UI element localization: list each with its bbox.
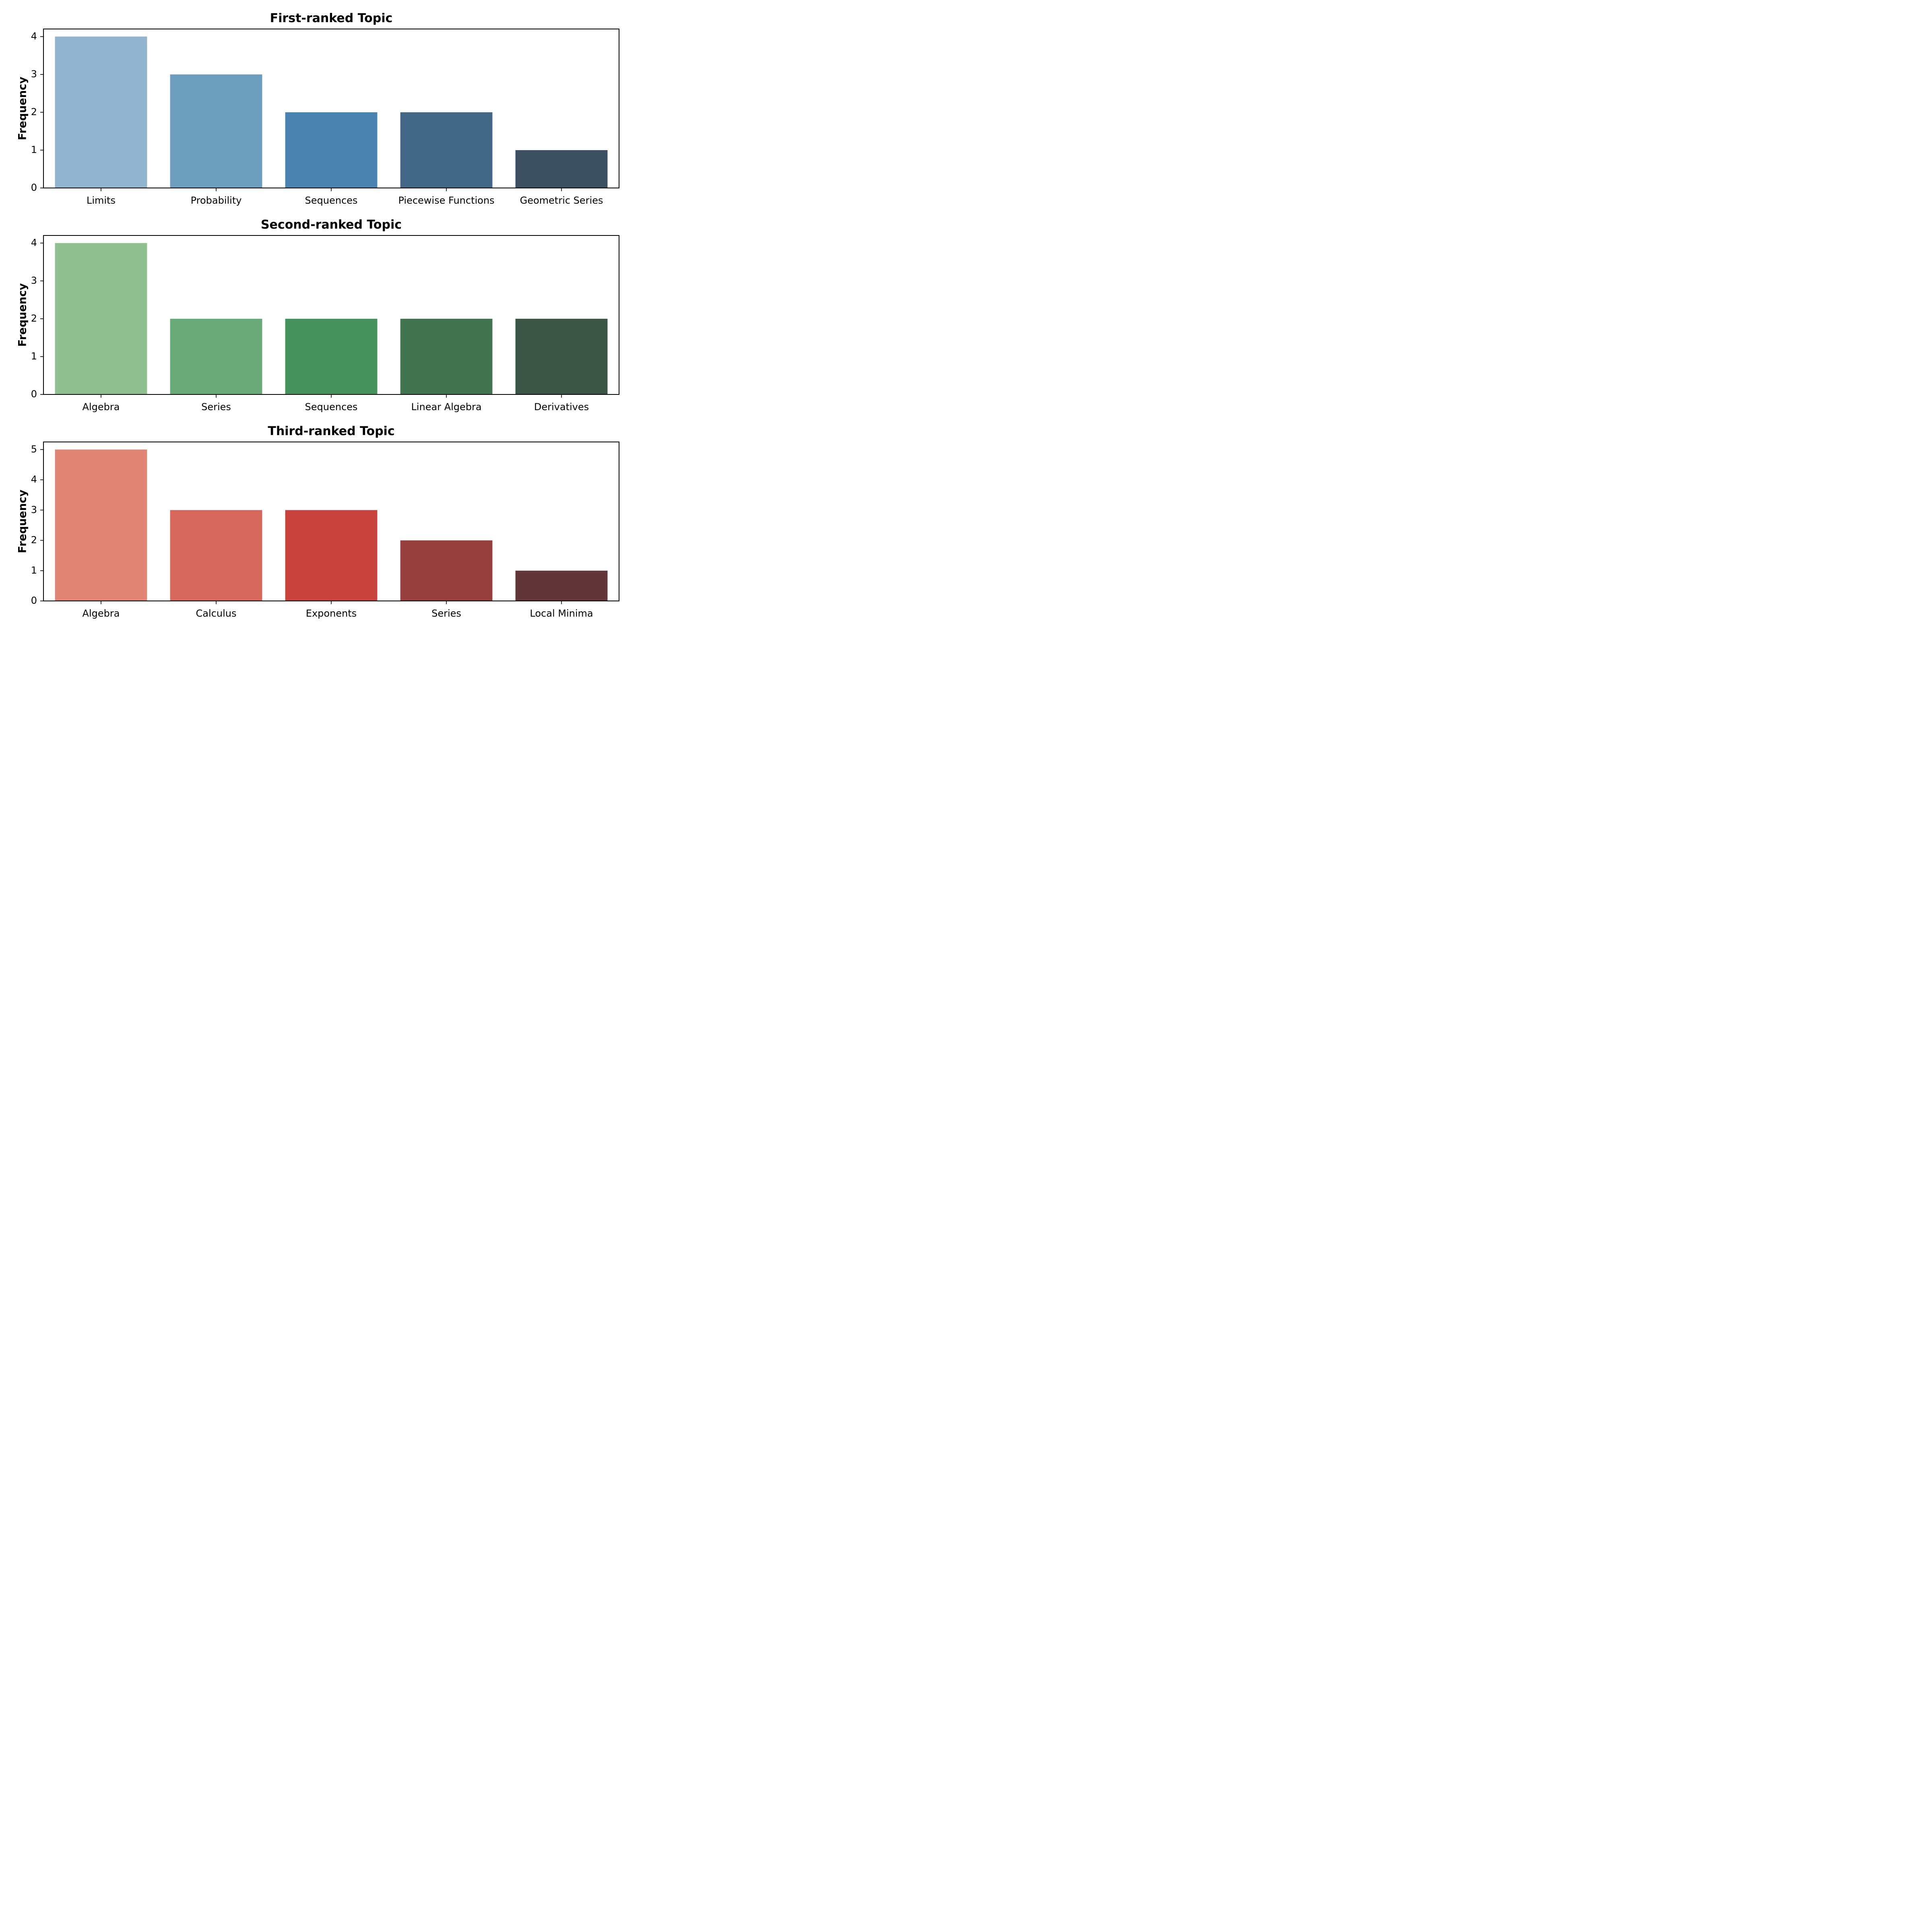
bars xyxy=(55,449,608,601)
axes-frame xyxy=(43,442,619,601)
y-tick-label: 5 xyxy=(31,444,37,455)
y-tick-label: 3 xyxy=(31,504,37,515)
chart-second-ranked-topic: Second-ranked Topic Frequency 0 1 2 3 4 Alge… xyxy=(17,218,619,413)
chart-title: First-ranked Topic xyxy=(270,11,393,25)
chart-title: Second-ranked Topic xyxy=(261,218,402,232)
y-tick-label: 3 xyxy=(31,275,37,286)
x-axis-ticks: Algebra Series Sequences Linear Algebra Deri… xyxy=(83,394,589,413)
y-axis-ticks: 0 1 2 3 4 xyxy=(31,31,43,193)
y-tick-label: 1 xyxy=(31,565,37,576)
bar xyxy=(515,318,608,394)
y-axis-label: Frequency xyxy=(17,76,29,140)
x-tick-label: Geometric Series xyxy=(520,195,603,206)
x-tick-label: Algebra xyxy=(83,401,120,413)
y-tick-label: 2 xyxy=(31,313,37,324)
y-tick-label: 2 xyxy=(31,535,37,546)
y-tick-label: 0 xyxy=(31,595,37,606)
bar xyxy=(170,74,262,188)
bar xyxy=(285,112,378,188)
x-axis-ticks: Algebra Calculus Exponents Series Local Mini… xyxy=(83,601,593,619)
bar xyxy=(515,570,608,601)
chart-title: Third-ranked Topic xyxy=(268,424,394,438)
x-tick-label: Sequences xyxy=(305,195,358,206)
bar xyxy=(400,540,493,601)
chart-third-ranked-topic: Third-ranked Topic Frequency 0 1 2 3 4 5 Alge… xyxy=(17,424,619,619)
bar xyxy=(400,318,493,394)
bar xyxy=(285,318,378,394)
bar xyxy=(170,510,262,601)
y-tick-label: 0 xyxy=(31,182,37,193)
bars xyxy=(55,36,608,188)
x-tick-label: Limits xyxy=(87,195,116,206)
bar xyxy=(55,243,147,394)
y-tick-label: 4 xyxy=(31,31,37,42)
y-tick-label: 3 xyxy=(31,68,37,80)
x-tick-label: Derivatives xyxy=(534,401,589,413)
x-tick-label: Piecewise Functions xyxy=(398,195,494,206)
x-tick-label: Series xyxy=(431,608,461,619)
bar xyxy=(515,150,608,188)
bar xyxy=(170,318,262,394)
figure: First-ranked Topic Frequency 0 1 2 3 4 Limit… xyxy=(17,11,619,619)
x-tick-label: Probability xyxy=(191,195,242,206)
y-tick-label: 2 xyxy=(31,106,37,118)
bars xyxy=(55,243,608,394)
x-axis-ticks: Limits Probability Sequences Piecewise Func… xyxy=(87,188,603,206)
y-tick-label: 1 xyxy=(31,144,37,155)
y-tick-label: 1 xyxy=(31,351,37,362)
y-tick-label: 4 xyxy=(31,237,37,248)
x-tick-label: Linear Algebra xyxy=(411,401,481,413)
bar xyxy=(55,36,147,188)
bar xyxy=(285,510,378,601)
axes-frame xyxy=(43,29,619,188)
y-tick-label: 4 xyxy=(31,474,37,485)
bar xyxy=(55,449,147,601)
y-axis-ticks: 0 1 2 3 4 xyxy=(31,237,43,400)
y-axis-label: Frequency xyxy=(17,283,29,347)
chart-first-ranked-topic: First-ranked Topic Frequency 0 1 2 3 4 Limit… xyxy=(17,11,619,206)
bar xyxy=(400,112,493,188)
x-tick-label: Exponents xyxy=(306,608,357,619)
x-tick-label: Sequences xyxy=(305,401,358,413)
axes-frame xyxy=(43,235,619,395)
x-tick-label: Algebra xyxy=(83,608,120,619)
y-axis-label: Frequency xyxy=(17,489,29,553)
y-axis-ticks: 0 1 2 3 4 5 xyxy=(31,444,43,606)
x-tick-label: Local Minima xyxy=(530,608,593,619)
y-tick-label: 0 xyxy=(31,388,37,400)
x-tick-label: Series xyxy=(201,401,231,413)
x-tick-label: Calculus xyxy=(196,608,237,619)
